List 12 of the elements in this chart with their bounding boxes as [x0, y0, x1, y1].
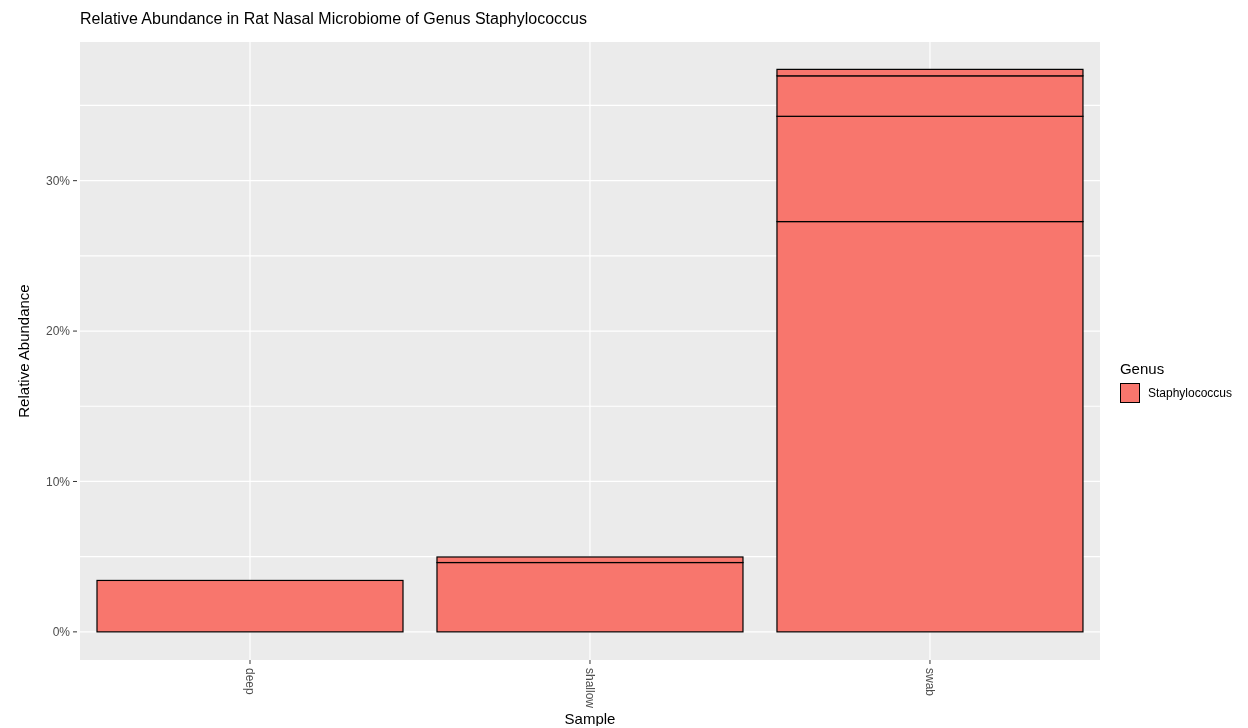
- y-tick-label: 20%: [45, 324, 71, 339]
- y-tick-label: 10%: [45, 474, 71, 489]
- legend-label: Staphylococcus: [1147, 385, 1232, 400]
- x-tick-label: shallow: [582, 668, 597, 709]
- x-tick-label: swab: [922, 668, 937, 697]
- x-tick-label: deep: [242, 668, 257, 696]
- y-tick-label: 0%: [52, 625, 71, 640]
- y-axis-title: Relative Abundance: [15, 284, 33, 418]
- legend-title: Genus: [1119, 359, 1166, 377]
- chart-title: Relative Abundance in Rat Nasal Microbiome of Genus Staphylococcus: [79, 9, 588, 29]
- y-tick-label: 30%: [45, 173, 71, 188]
- bar: [96, 579, 404, 633]
